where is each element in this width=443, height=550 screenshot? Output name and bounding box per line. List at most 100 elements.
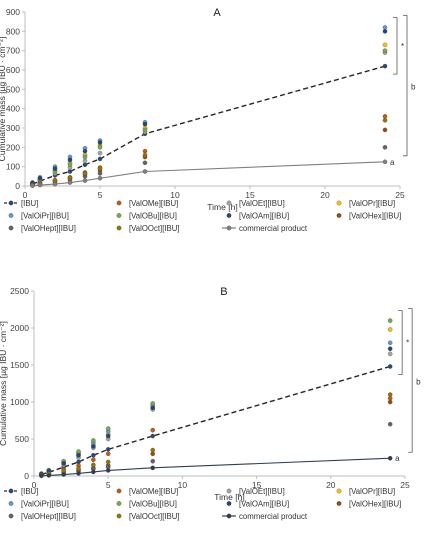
data-point [67,162,73,167]
legend-item: [ValOPr][IBU] [336,199,395,208]
x-tick-label: 5 [98,190,103,200]
data-point [105,433,111,439]
legend-label: [ValOPr][IBU] [349,199,395,208]
data-point [97,140,103,145]
data-point [142,127,148,133]
y-tick-label: 600 [6,65,20,75]
annotation-a: a [390,158,395,167]
data-point [46,473,52,478]
y-tick-label: 1000 [10,397,29,407]
legend-marker [336,200,342,206]
y-tick-label: 1500 [10,360,29,370]
x-tick-label: 15 [245,190,255,200]
x-axis-label: Time [h] [207,202,237,212]
legend-label: [ValOOct][IBU] [129,224,180,233]
series-line-10 [32,161,386,187]
x-tick-label: 25 [395,190,405,200]
data-point [142,169,148,174]
y-tick-label: 800 [6,26,20,36]
series-line-0 [32,65,386,185]
series-line-10 [41,457,391,477]
legend-label: [ValOOct][IBU] [129,512,180,521]
bracket-inner [393,17,398,75]
data-point [382,159,388,165]
legend-marker [8,200,14,206]
data-point [387,421,393,427]
legend-marker [116,200,122,206]
data-point [91,457,96,462]
legend-label: [IBU] [21,487,38,496]
x-tick-label: 15 [252,480,262,490]
data-point [387,399,393,405]
annotation-star: * [406,339,409,348]
data-point [52,181,58,187]
legend-item: [ValOHept][IBU] [8,224,76,233]
legend-label: [ValOAm][IBU] [239,212,289,221]
data-point [382,48,388,53]
data-point [82,148,88,154]
data-point [382,114,388,119]
data-point [142,148,148,154]
legend-marker [226,213,232,218]
data-point [150,405,155,411]
legend-marker [8,501,14,506]
data-point [382,127,388,133]
legend-item: [ValOHex][IBU] [336,212,401,221]
y-tick-label: 0 [15,181,20,191]
data-point [150,465,155,471]
legend-item: commercial product [222,224,308,233]
y-axis-label: Cumulative mass [µg IBU · cm⁻²] [0,321,8,446]
y-tick-label: 300 [6,123,20,133]
legend-item: [ValOiPr][IBU] [8,212,69,221]
legend-marker [8,225,14,231]
legend-label: [ValOEt][IBU] [239,487,285,496]
legend-item: [IBU] [4,487,38,496]
y-tick-label: 500 [6,84,20,94]
data-point [382,42,388,48]
data-point [150,401,155,406]
data-point [382,63,388,69]
data-point [150,458,155,464]
y-tick-label: 2000 [10,323,29,333]
legend-marker [226,200,232,206]
data-point [387,351,393,357]
legend-label: [ValOHept][IBU] [21,224,76,233]
data-point [382,118,388,123]
data-point [387,327,393,332]
data-point [67,157,73,163]
legend-label: [ValOiPr][IBU] [21,500,69,509]
data-point [105,426,111,431]
legend-label: [ValOMe][IBU] [129,487,178,496]
legend-item: [ValOHex][IBU] [336,500,401,509]
legend-item: [ValOEt][IBU] [226,487,285,496]
legend-item: [ValOMe][IBU] [116,199,178,208]
x-axis-label: Time [h] [214,492,244,502]
annotation-a: a [395,454,400,463]
data-point [76,471,81,476]
data-point [150,433,155,439]
y-tick-label: 200 [6,142,20,152]
legend-marker [226,225,232,231]
bracket-inner [398,310,403,375]
legend-label: [ValOPr][IBU] [349,487,395,496]
legend-item: [ValOAm][IBU] [226,500,289,509]
data-point [67,180,73,185]
data-point [97,171,103,176]
legend-marker [8,488,14,494]
legend-item: [ValOAm][IBU] [226,212,289,221]
data-point [105,459,111,465]
data-point [91,453,96,458]
legend-marker [336,501,342,506]
data-point [382,25,388,30]
data-point [61,461,66,466]
data-point [150,447,155,453]
legend-label: [ValOHex][IBU] [349,500,401,509]
data-point [150,427,155,433]
data-point [82,158,88,164]
legend-label: [ValOBu][IBU] [129,212,177,221]
data-point [76,466,81,471]
annotation-star: * [401,42,404,51]
data-point [82,154,88,160]
panel-a: 0 100 200 300 400 500 600 700 800 900 0 5 10 15 20 25 Ti… [0,7,416,233]
